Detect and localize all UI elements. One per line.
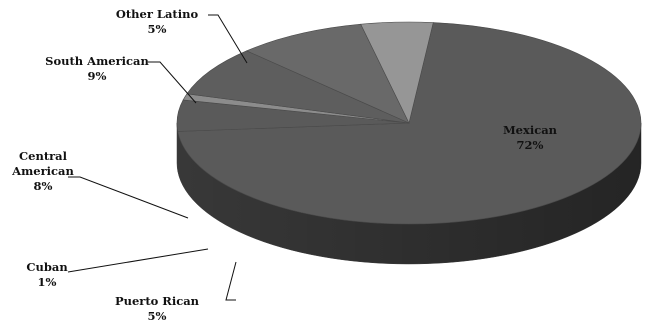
label-cuban-line-2: 1%	[38, 275, 57, 289]
label-mexican-line-2: 72%	[517, 138, 544, 152]
label-south-american-line-1: South American	[45, 54, 149, 68]
label-central-american-line-2: American	[11, 164, 74, 178]
leader-cuban	[67, 248, 209, 273]
label-puerto-rican: Puerto Rican 5%	[115, 294, 200, 323]
slice-labels: Mexican 72%Puerto Rican 5%Cuban 1%Central Am…	[11, 7, 558, 323]
label-other-latino-line-1: Other Latino	[116, 7, 199, 21]
label-south-american-line-2: 9%	[88, 69, 107, 83]
leader-other-latino	[208, 14, 248, 64]
label-central-american: Central American 8%	[11, 149, 74, 193]
label-central-american-line-3: 8%	[34, 179, 53, 193]
label-puerto-rican-line-2: 5%	[148, 309, 167, 323]
leader-south-american	[148, 61, 197, 104]
side-shading	[177, 123, 641, 264]
label-mexican: Mexican 72%	[503, 123, 558, 152]
label-south-american: South American 9%	[45, 54, 149, 83]
label-puerto-rican-line-1: Puerto Rican	[115, 294, 200, 308]
label-other-latino-line-2: 5%	[148, 22, 167, 36]
leader-lines	[67, 14, 248, 301]
label-central-american-line-1: Central	[19, 149, 68, 163]
slice-central-american	[186, 50, 410, 124]
leader-central-american	[68, 176, 189, 219]
label-other-latino: Other Latino 5%	[116, 7, 199, 36]
pie-tops	[176, 21, 642, 225]
label-cuban-line-1: Cuban	[26, 260, 68, 274]
slice-other-latino	[360, 21, 434, 124]
leader-puerto-rican	[225, 261, 237, 301]
label-cuban: Cuban 1%	[26, 260, 68, 289]
label-mexican-line-1: Mexican	[503, 123, 558, 137]
slice-south-american	[245, 23, 410, 124]
